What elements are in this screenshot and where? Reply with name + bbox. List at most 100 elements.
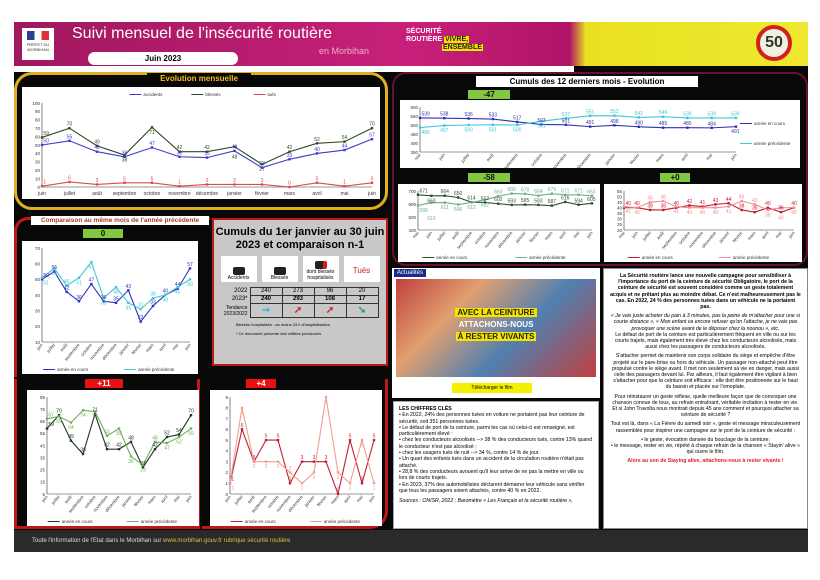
data-label: 47	[89, 278, 95, 284]
download-film-button[interactable]: Télécharger le film	[452, 383, 532, 393]
data-point	[123, 155, 126, 158]
data-point	[189, 427, 193, 430]
divider	[14, 66, 574, 72]
data-point	[114, 285, 118, 289]
data-label: 0	[337, 488, 340, 494]
data-point	[613, 114, 616, 117]
cell: 273	[281, 287, 315, 296]
data-label: 0	[288, 181, 291, 187]
y-tick-label: 50	[35, 143, 41, 148]
data-label: 485	[683, 121, 692, 127]
y-tick-label: 55	[40, 431, 46, 436]
film-line: ATTACHONS-NOUS	[458, 320, 534, 329]
data-label: 3	[233, 178, 236, 184]
cell: 293	[281, 295, 315, 304]
data-label: 59	[116, 431, 122, 437]
x-tick-label: juin	[787, 230, 796, 240]
data-label: 500	[464, 128, 473, 134]
data-label: 53	[104, 429, 110, 435]
data-label: 539	[683, 111, 692, 117]
x-tick-label: mars	[655, 152, 666, 163]
y-tick-label: 500	[410, 123, 418, 128]
data-point	[590, 202, 594, 205]
data-point	[81, 409, 85, 412]
data-label: 43	[713, 198, 719, 204]
x-tick-label: février	[528, 230, 540, 243]
data-label: 5	[361, 443, 364, 449]
data-label: 595	[521, 198, 530, 204]
data-point	[734, 125, 738, 128]
data-point	[150, 126, 154, 129]
x-tick-label: juin	[183, 342, 192, 352]
legend-label: blessés	[205, 92, 221, 97]
footer-link[interactable]: www.morbihan.gouv.fr rubrique sécurité r…	[163, 538, 291, 544]
data-point	[510, 203, 513, 207]
data-label: 48	[128, 435, 134, 441]
data-point	[714, 203, 717, 206]
legend-label: année en cours	[245, 519, 277, 524]
x-tick-label: janvier	[514, 230, 527, 245]
data-label: 40	[765, 201, 771, 207]
data-point	[590, 194, 594, 198]
data-point	[510, 192, 513, 195]
y-tick-label: 15	[40, 480, 46, 485]
legend-label: année précédente	[141, 519, 178, 524]
campaign-video-thumbnail[interactable]: AVEC LA CEINTURE ATTACHONS-NOUS À RESTER…	[396, 279, 596, 377]
report-month: Juin 2023	[88, 52, 238, 65]
data-point	[540, 120, 543, 123]
data-label: 538	[440, 112, 449, 118]
data-label: 632	[481, 202, 490, 208]
x-tick-label: mai	[617, 230, 626, 239]
data-label: 40	[634, 201, 640, 207]
x-tick-label: mars	[145, 342, 156, 353]
key-figure-item: • Le défaut de port de la ceinture, parm…	[399, 424, 575, 438]
data-label: 484	[708, 121, 717, 127]
y-tick-label: 600	[408, 202, 416, 207]
data-label: 41	[625, 209, 631, 215]
data-label: 612	[467, 205, 476, 211]
data-label: 42	[64, 285, 70, 291]
sources: Sources : ONISR, 2022 ; Baromètre « Les …	[399, 498, 573, 505]
y-tick-label: 2	[225, 470, 228, 475]
data-label: 52	[314, 137, 320, 143]
data-label: 663	[427, 198, 436, 204]
data-label: 55	[67, 134, 73, 140]
data-label: 1	[361, 477, 364, 483]
data-point	[430, 194, 433, 198]
y-tick-label: 40	[617, 206, 623, 211]
data-point	[77, 300, 81, 303]
data-point	[40, 278, 44, 281]
data-point	[276, 460, 280, 463]
data-label: 38	[660, 203, 666, 209]
data-label: 671	[574, 188, 583, 194]
campaign-text-panel: La Sécurité routière lance une nouvelle …	[603, 268, 808, 529]
dashboard: PRÉFET DU MORBIHAN Suivi mensuel de l'in…	[14, 22, 808, 552]
data-point	[233, 145, 236, 148]
x-tick-label: mai	[172, 494, 181, 503]
data-label: 546	[659, 110, 668, 116]
x-tick-label: février	[316, 494, 328, 507]
data-label: 23	[259, 161, 265, 167]
legend-label: année en cours	[642, 255, 674, 260]
data-point	[734, 116, 738, 120]
data-point	[686, 126, 689, 129]
y-tick-label: 350	[410, 150, 418, 155]
data-point	[753, 210, 756, 214]
x-tick-label: août	[92, 191, 102, 197]
x-tick-label: août	[63, 494, 73, 504]
data-label: 42	[94, 145, 100, 151]
arrow-up-right-icon: ➚	[281, 303, 315, 318]
data-point	[779, 210, 783, 214]
data-point	[348, 482, 352, 485]
data-label: 3	[253, 455, 256, 461]
data-point	[252, 460, 256, 463]
data-point	[648, 200, 652, 204]
data-label: 40	[687, 210, 693, 216]
data-point	[766, 206, 770, 209]
badge-accidents-diff: -47	[468, 90, 510, 99]
data-point	[372, 482, 376, 485]
data-label: 74	[80, 413, 86, 419]
data-point	[766, 208, 770, 212]
data-label: 6	[68, 175, 71, 181]
